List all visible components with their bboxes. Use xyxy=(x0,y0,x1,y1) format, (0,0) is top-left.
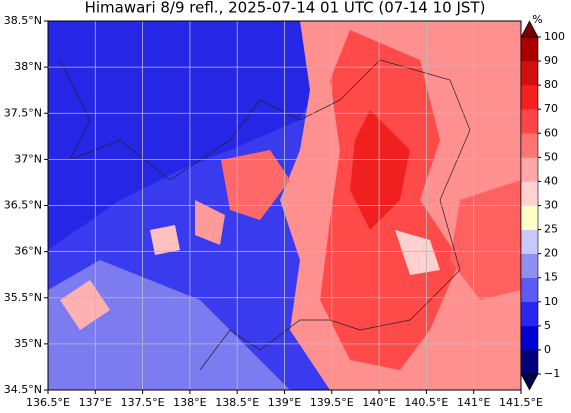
colorbar-segment xyxy=(521,37,538,62)
map-title: Himawari 8/9 refl., 2025-07-14 01 UTC (0… xyxy=(85,0,486,17)
colorbar-tick-label: 10 xyxy=(544,295,558,308)
y-tick-label: 37°N xyxy=(14,152,42,165)
colorbar-tick-label: 40 xyxy=(544,174,558,187)
colorbar-segment xyxy=(521,229,538,254)
x-tick-label: 139°E xyxy=(268,396,301,409)
colorbar-tick-label: 50 xyxy=(544,150,558,163)
colorbar-segment xyxy=(521,325,538,351)
colorbar-tick-label: 90 xyxy=(544,54,558,67)
y-tick-label: 36°N xyxy=(14,245,42,258)
colorbar-tick-label: 100 xyxy=(544,30,565,43)
y-tick-label: 35.5°N xyxy=(4,291,42,304)
x-tick-label: 138°E xyxy=(173,396,206,409)
colorbar-under xyxy=(520,373,539,391)
x-tick-label: 141.5°E xyxy=(499,396,543,409)
x-tick-label: 138.5°E xyxy=(215,396,259,409)
colorbar-tick-label: 5 xyxy=(544,319,551,332)
colorbar-segment xyxy=(521,133,538,158)
colorbar-tick-label: 20 xyxy=(544,247,558,260)
y-tick-label: 38°N xyxy=(14,60,42,73)
colorbar-unit: % xyxy=(532,13,542,26)
colorbar-tick-label: 80 xyxy=(544,78,558,91)
x-tick-label: 140.5°E xyxy=(404,396,448,409)
colorbar-segment xyxy=(521,253,538,279)
x-tick-label: 141°E xyxy=(457,396,490,409)
axes: 136.5°E 137°E 137.5°E 138°E 138.5°E 139°E 139.… xyxy=(4,14,543,409)
colorbar-tick-label: 70 xyxy=(544,102,558,115)
x-tick-label: 137.5°E xyxy=(121,396,165,409)
colorbar: −1 0 5 10 15 20 25 30 40 50 60 70 80 90 100% xyxy=(520,13,565,391)
colorbar-tick-label: 0 xyxy=(544,343,551,356)
colorbar-segment xyxy=(521,157,538,182)
colorbar-segment xyxy=(521,85,538,110)
x-tick-label: 137°E xyxy=(79,396,112,409)
y-tick-label: 37.5°N xyxy=(4,106,42,119)
x-tick-label: 136.5°E xyxy=(26,396,70,409)
y-tick-label: 35°N xyxy=(14,337,42,350)
colorbar-segment xyxy=(521,301,538,327)
y-tick-label: 36.5°N xyxy=(4,199,42,212)
colorbar-segment xyxy=(521,205,538,230)
colorbar-segment xyxy=(521,109,538,134)
colorbar-tick-label: 25 xyxy=(544,223,558,236)
x-tick-label: 139.5°E xyxy=(310,396,354,409)
graticule xyxy=(48,21,521,390)
colorbar-segment xyxy=(521,349,538,375)
colorbar-segment xyxy=(521,61,538,86)
y-tick-label: 34.5°N xyxy=(4,383,42,396)
colorbar-segment xyxy=(521,277,538,303)
x-tick-label: 140°E xyxy=(362,396,395,409)
colorbar-segment xyxy=(521,181,538,206)
colorbar-tick-label: 30 xyxy=(544,199,558,212)
colorbar-tick-label: 15 xyxy=(544,271,558,284)
colorbar-tick-label: 60 xyxy=(544,126,558,139)
reflectance-field xyxy=(48,21,521,390)
colorbar-tick-label: −1 xyxy=(544,367,560,380)
y-tick-label: 38.5°N xyxy=(4,14,42,27)
